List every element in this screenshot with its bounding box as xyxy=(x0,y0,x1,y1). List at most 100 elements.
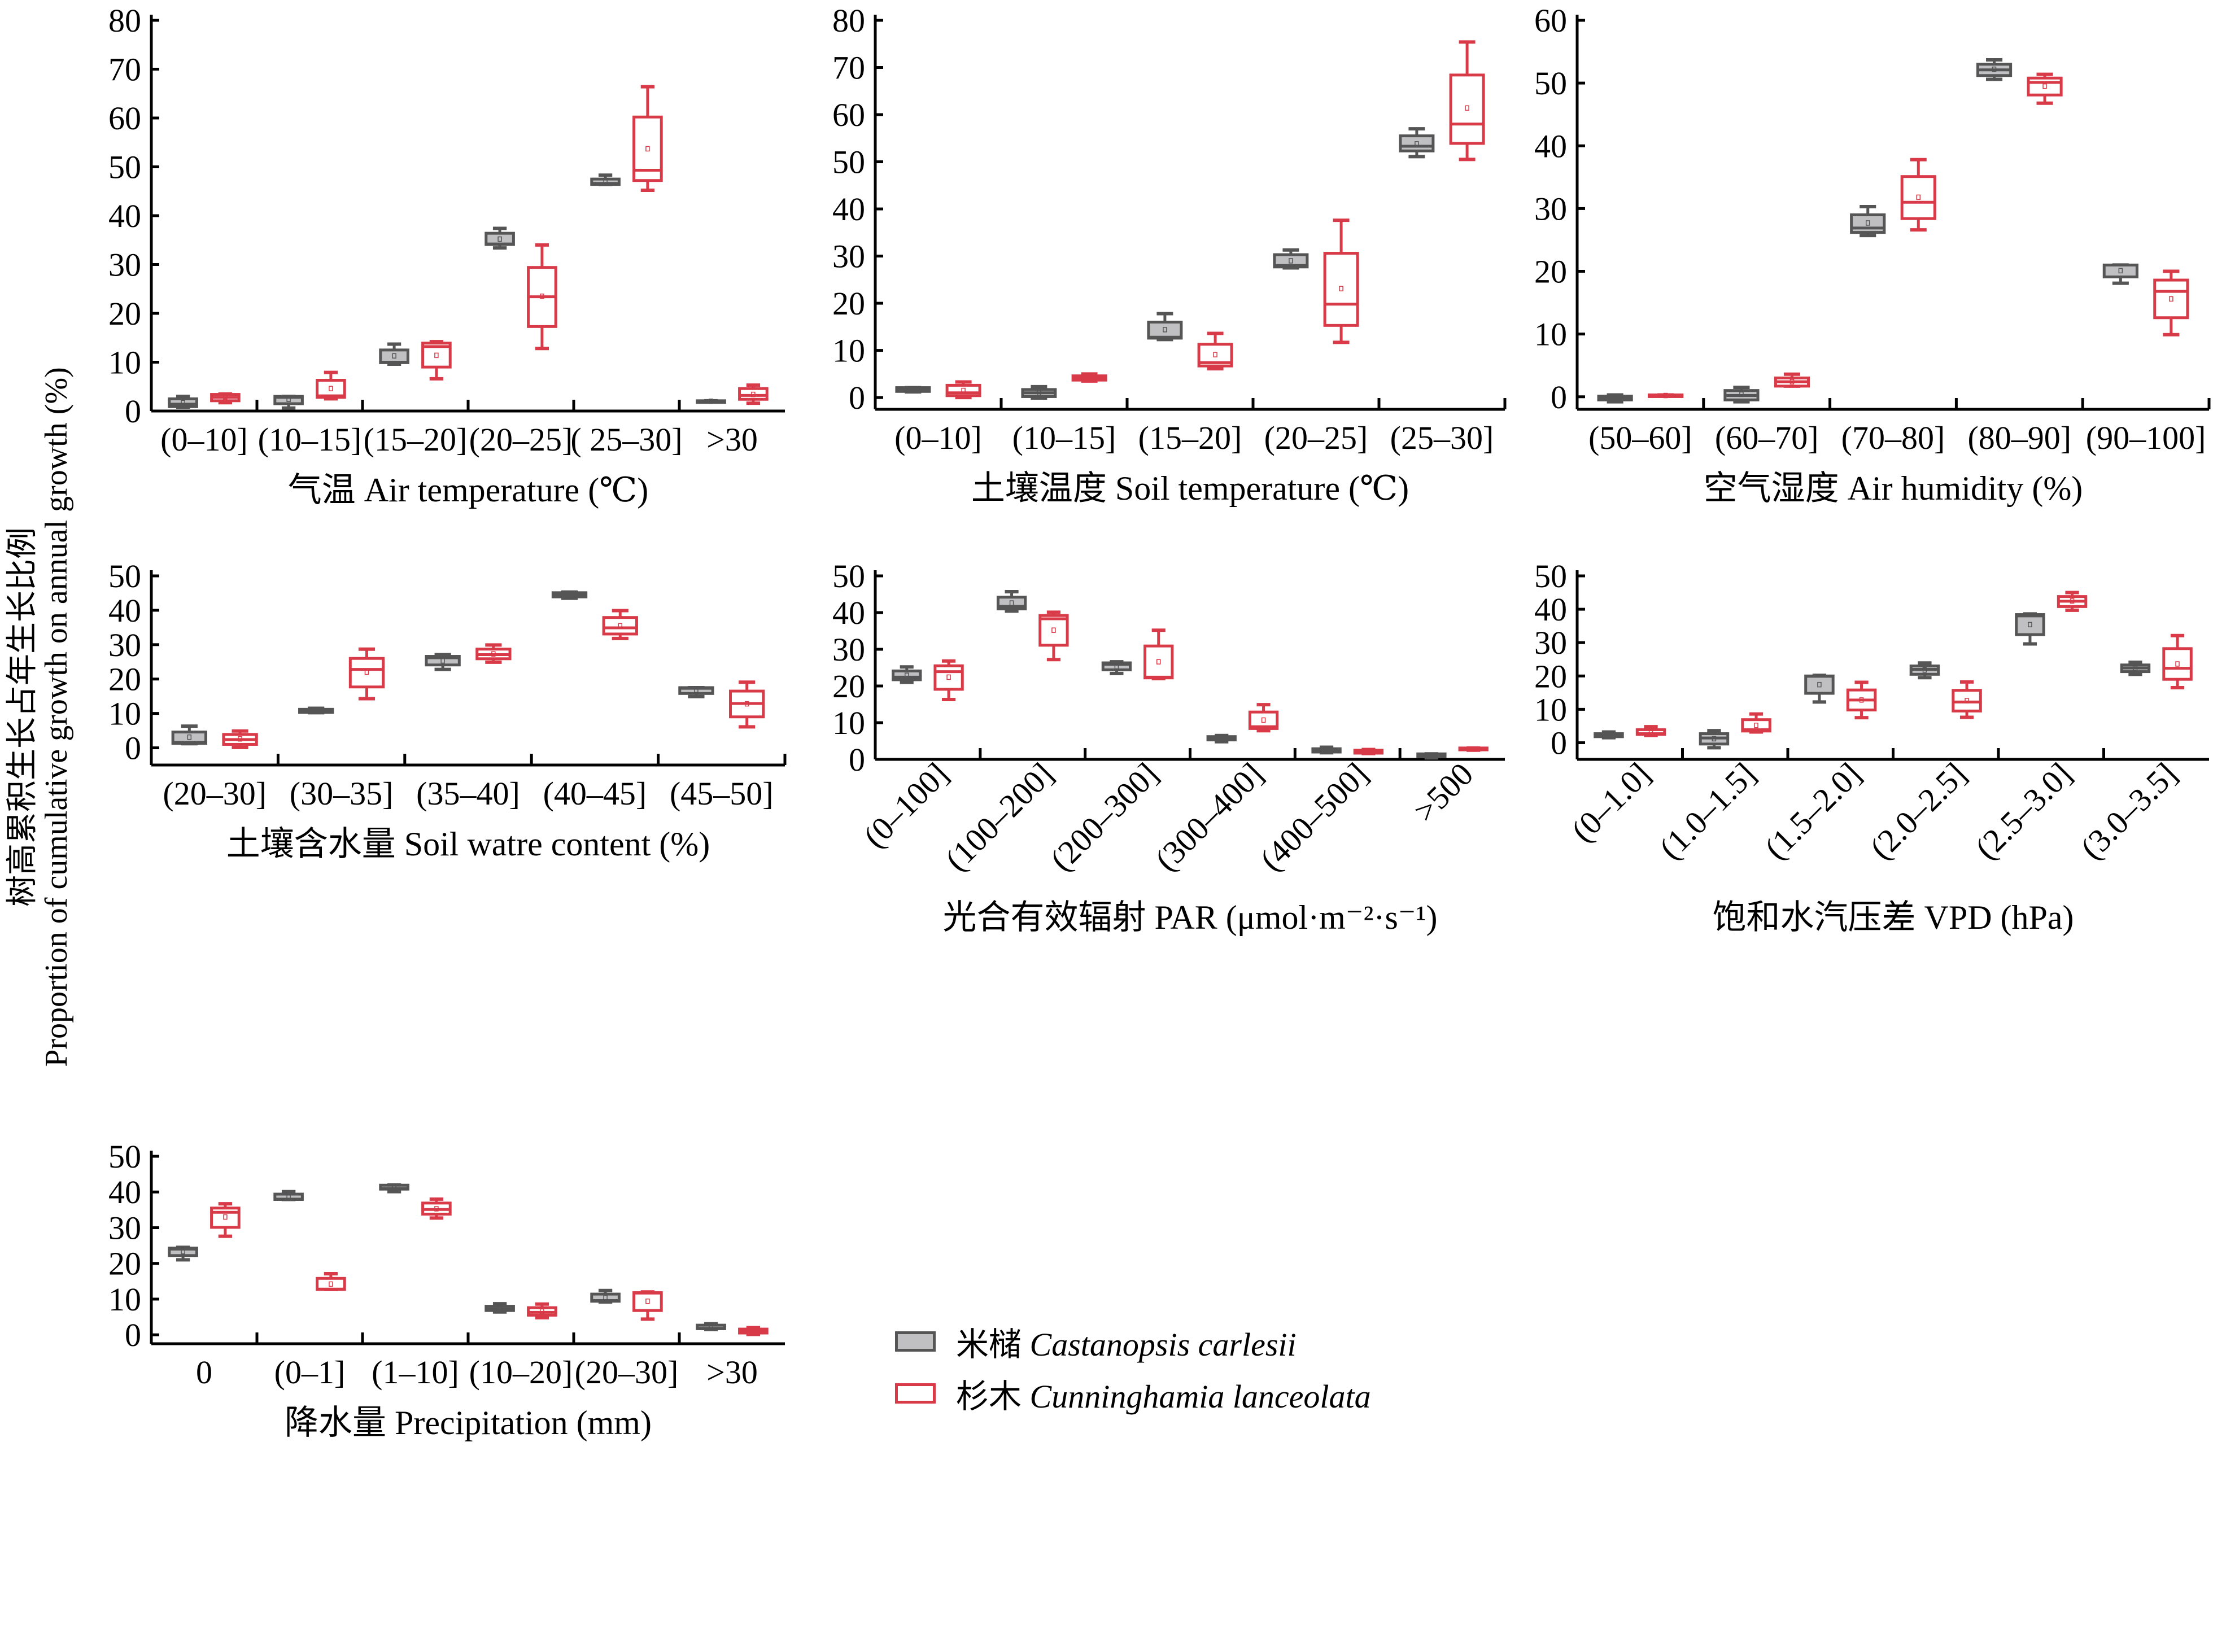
x-tick-label: (40–45] xyxy=(543,775,647,812)
box-castanopsis xyxy=(1311,745,1342,755)
box-cunninghamia xyxy=(602,609,638,640)
mean-marker xyxy=(603,1295,608,1301)
y-tick-label: 50 xyxy=(108,558,141,595)
box-cunninghamia xyxy=(1323,218,1359,344)
box-castanopsis xyxy=(273,395,304,410)
x-axis-title: 降水量 Precipitation (mm) xyxy=(285,1404,652,1441)
box-castanopsis xyxy=(1399,127,1435,159)
x-tick-label: >500 xyxy=(1407,755,1481,829)
mean-marker xyxy=(1992,66,1997,72)
box-castanopsis xyxy=(273,1190,304,1201)
x-tick-label: (15–20] xyxy=(1138,419,1242,456)
mean-marker xyxy=(2169,296,2173,302)
box-cunninghamia xyxy=(421,1197,452,1220)
mean-marker xyxy=(1663,392,1668,399)
box-castanopsis xyxy=(1206,733,1237,744)
legend-label-latin: Cunninghamia lanceolata xyxy=(1029,1378,1371,1415)
box-cunninghamia xyxy=(2027,72,2063,105)
y-tick-label: 20 xyxy=(108,295,141,332)
box-cunninghamia xyxy=(738,383,769,405)
mean-marker xyxy=(1037,390,1041,396)
box-castanopsis xyxy=(2102,263,2138,285)
x-tick-label: (3.0–3.5] xyxy=(2074,755,2184,866)
mean-marker xyxy=(286,396,291,402)
box-castanopsis xyxy=(379,1183,409,1194)
mean-marker xyxy=(911,387,915,392)
y-tick-label: 0 xyxy=(849,379,865,416)
mean-marker xyxy=(1613,395,1617,401)
iqr-box xyxy=(2162,647,2193,681)
box-cunninghamia xyxy=(1449,40,1485,161)
box-cunninghamia xyxy=(1353,748,1384,755)
box-cunninghamia xyxy=(933,659,964,702)
box-castanopsis xyxy=(168,395,198,409)
box-castanopsis xyxy=(425,653,461,671)
box-castanopsis xyxy=(2120,661,2151,676)
legend-swatch-red-box-icon xyxy=(895,1383,936,1404)
box-castanopsis xyxy=(379,342,409,366)
x-tick-label: (70–80] xyxy=(1841,419,1945,456)
box-cunninghamia xyxy=(632,85,663,193)
mean-marker xyxy=(567,592,572,598)
y-tick-label: 50 xyxy=(108,1138,141,1175)
box-cunninghamia xyxy=(210,1202,241,1238)
shared-ylabel: 树高累积生长占年生长比例 Proportion of cumulative gr… xyxy=(5,367,74,1067)
mean-marker xyxy=(434,1206,439,1212)
x-tick-label: (0–100] xyxy=(856,755,955,855)
box-castanopsis xyxy=(696,398,726,404)
box-castanopsis xyxy=(168,1245,198,1262)
box-cunninghamia xyxy=(1952,680,1982,719)
x-axis-title: 土壤温度 Soil temperature (℃) xyxy=(971,470,1409,507)
iqr-box xyxy=(933,664,964,691)
mean-marker xyxy=(905,672,909,678)
mean-marker xyxy=(1366,749,1371,755)
y-tick-label: 10 xyxy=(108,344,141,381)
mean-marker xyxy=(751,391,756,397)
mean-marker xyxy=(709,1324,713,1330)
legend-label-zh: 米槠 xyxy=(956,1326,1022,1363)
box-castanopsis xyxy=(298,706,334,715)
box-cunninghamia xyxy=(1248,703,1279,733)
mean-marker xyxy=(1712,736,1717,742)
mean-marker xyxy=(751,1328,756,1334)
iqr-box xyxy=(1399,134,1435,152)
box-cunninghamia xyxy=(2153,269,2189,336)
box-castanopsis xyxy=(171,724,207,746)
y-tick-label: 40 xyxy=(832,595,865,631)
box-castanopsis xyxy=(895,386,931,394)
box-cunninghamia xyxy=(348,647,385,701)
mean-marker xyxy=(491,651,496,657)
x-tick-label: (90–100] xyxy=(2086,419,2206,456)
box-cunninghamia xyxy=(729,680,765,729)
x-tick-label: (80–90] xyxy=(1967,419,2071,456)
box-castanopsis xyxy=(1416,752,1447,760)
box-cunninghamia xyxy=(738,1326,769,1336)
y-tick-label: 50 xyxy=(832,144,865,181)
box-cunninghamia xyxy=(421,340,452,381)
box-cunninghamia xyxy=(1143,628,1174,680)
iqr-box xyxy=(379,348,409,364)
x-tick-label: (60–70] xyxy=(1715,419,1819,456)
mean-marker xyxy=(434,352,439,359)
mean-marker xyxy=(440,658,445,664)
mean-marker xyxy=(618,623,623,629)
mean-marker xyxy=(540,1308,544,1314)
box-cunninghamia xyxy=(475,643,512,664)
mean-marker xyxy=(2175,661,2180,667)
y-tick-label: 0 xyxy=(1551,724,1567,761)
y-tick-label: 40 xyxy=(108,592,141,629)
y-tick-label: 40 xyxy=(1534,128,1567,164)
mean-marker xyxy=(1471,746,1476,752)
mean-marker xyxy=(1922,667,1927,673)
mean-marker xyxy=(1114,663,1119,670)
x-tick-label: (10–15] xyxy=(258,421,362,458)
x-axis-title: 空气湿度 Air humidity (%) xyxy=(1704,470,2083,507)
box-cunninghamia xyxy=(1741,712,1771,734)
box-cunninghamia xyxy=(316,1272,346,1291)
box-cunninghamia xyxy=(1774,372,1810,388)
y-tick-label: 50 xyxy=(1534,558,1567,595)
y-tick-label: 10 xyxy=(108,696,141,732)
